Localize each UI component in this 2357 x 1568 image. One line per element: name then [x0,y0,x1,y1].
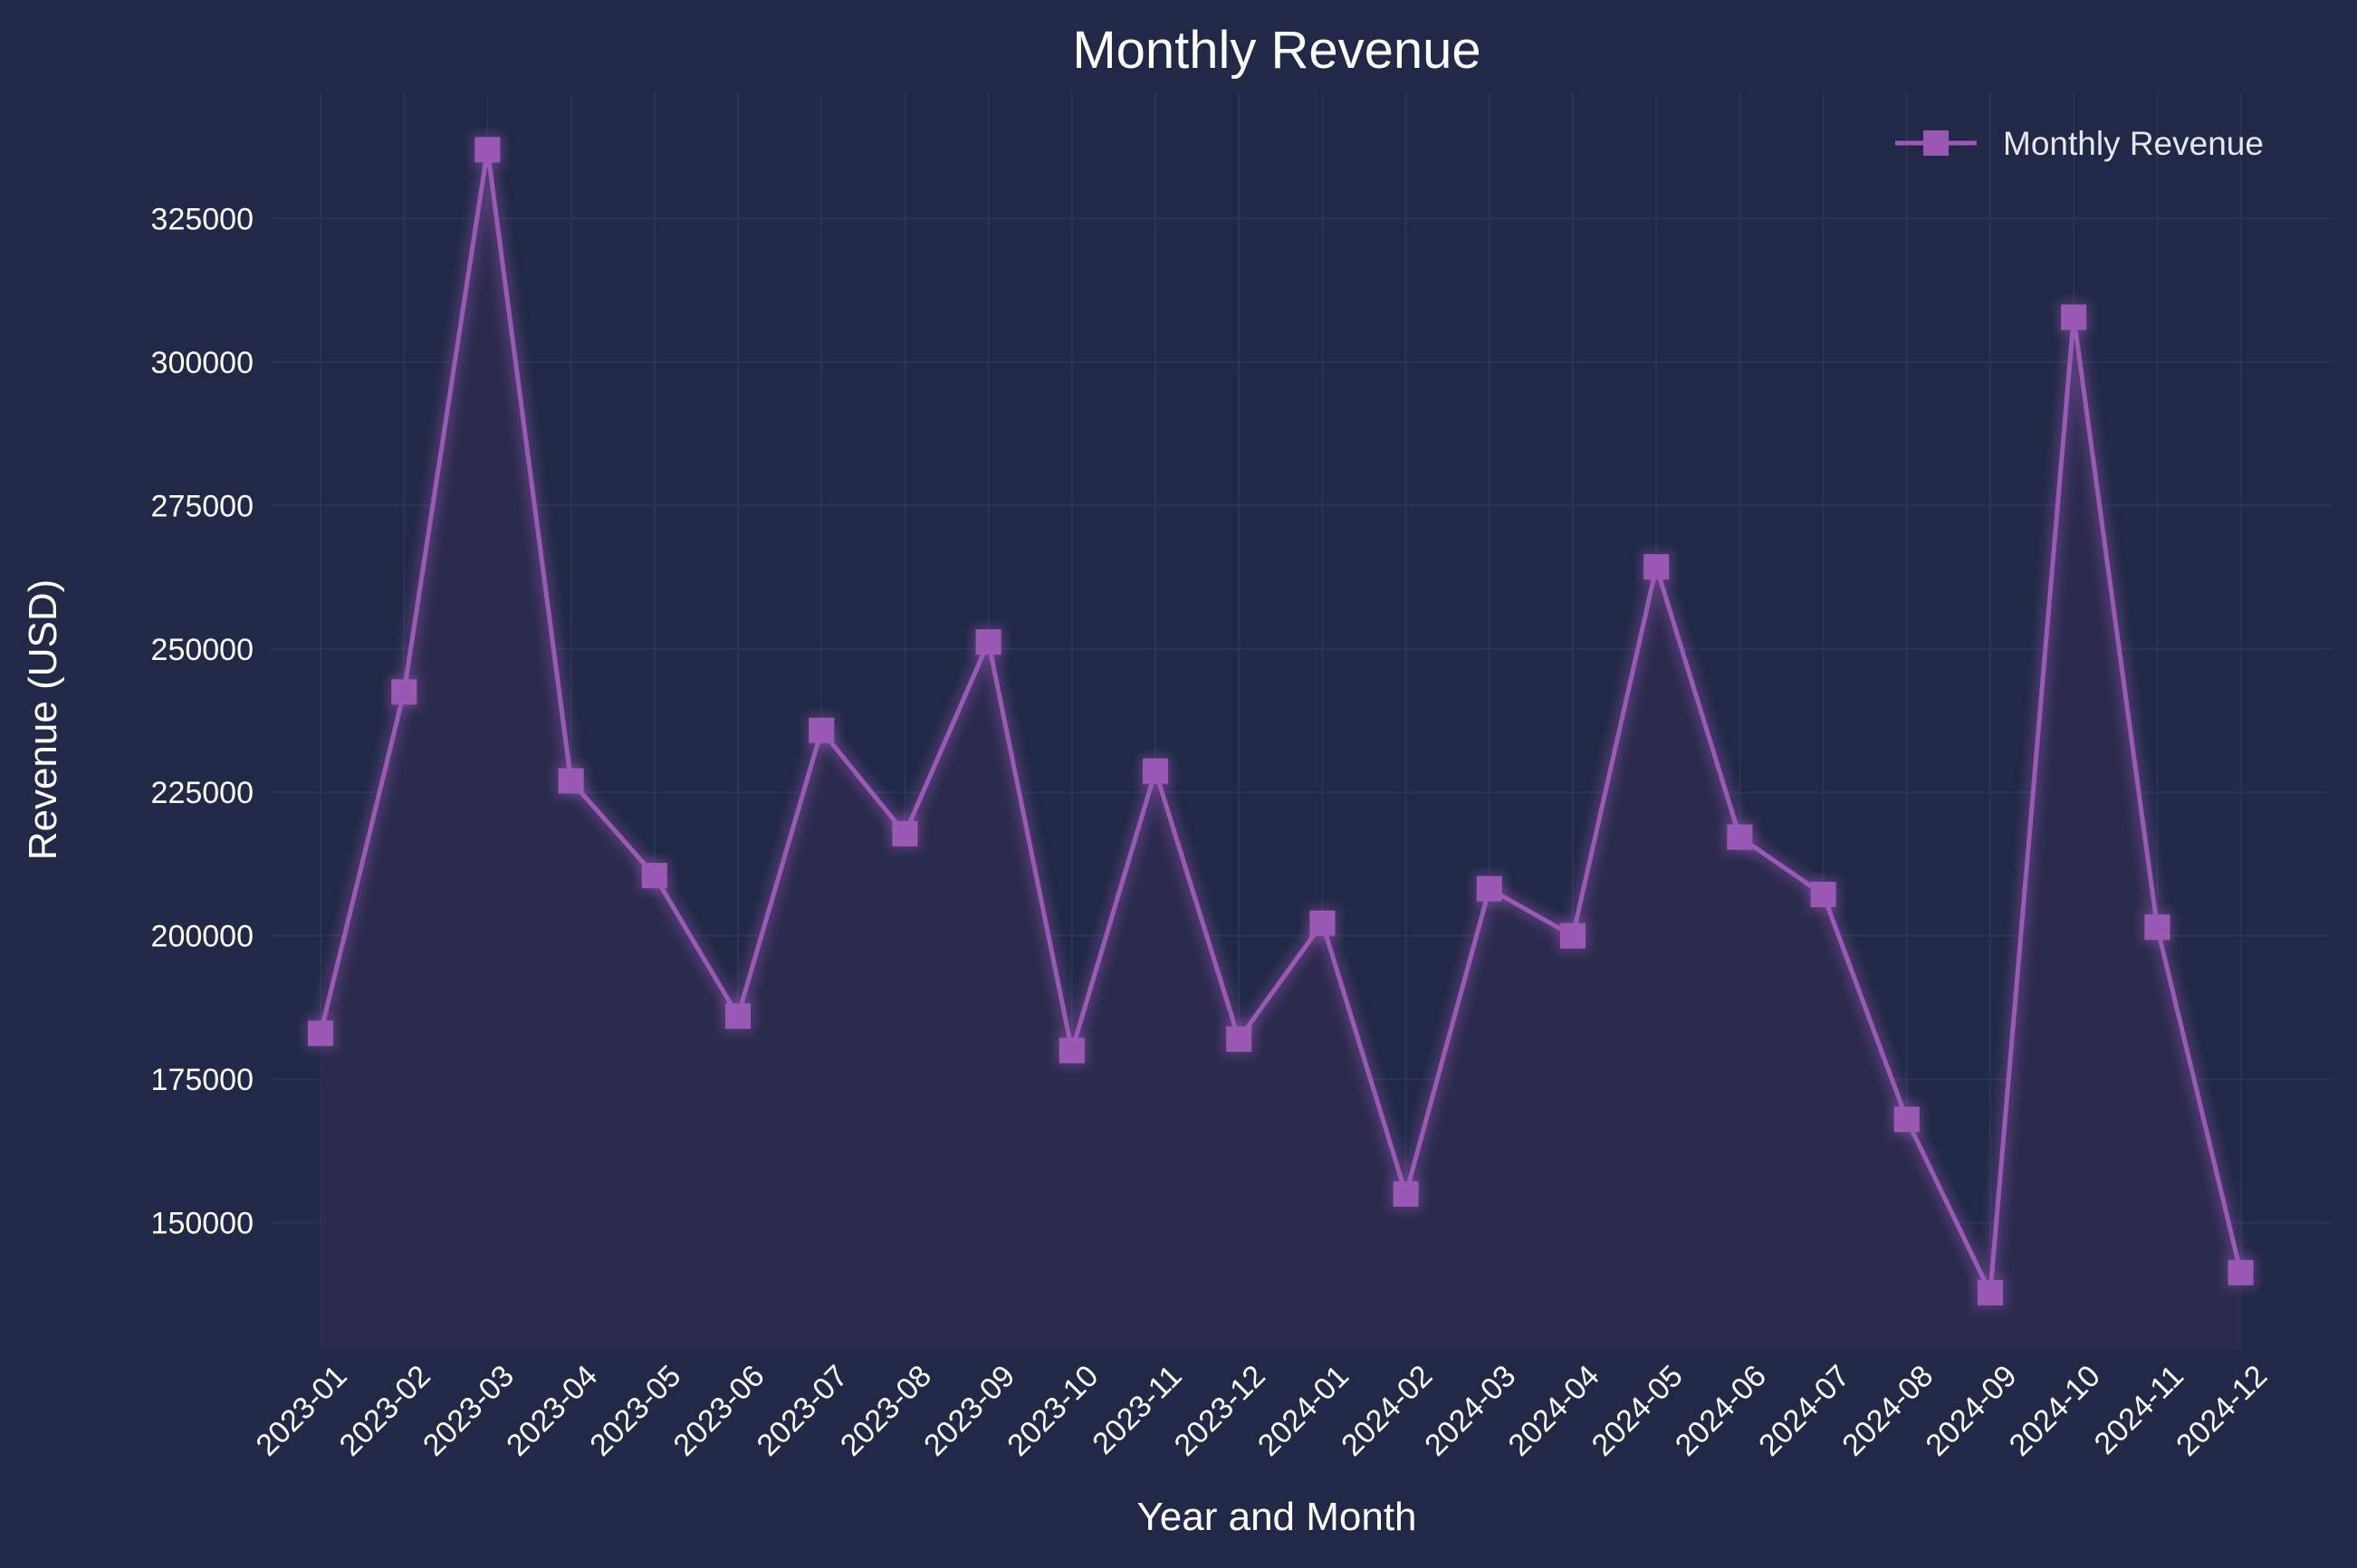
legend-label: Monthly Revenue [2003,125,2264,162]
y-tick-label: 175000 [151,1063,254,1097]
x-tick-label: 2023-05 [583,1359,687,1463]
x-tick-label: 2023-07 [751,1359,855,1463]
data-point [1059,1037,1085,1064]
x-tick-label: 2023-06 [667,1359,771,1463]
x-tick-label: 2024-03 [1418,1359,1522,1463]
data-point [725,1003,751,1029]
y-tick-label: 250000 [151,633,254,667]
data-point [1226,1026,1252,1052]
x-tick-label: 2024-09 [1920,1359,2024,1463]
x-tick-label: 2024-12 [2170,1359,2274,1463]
x-tick-label: 2024-08 [1835,1359,1940,1463]
x-tick-label: 2023-04 [500,1359,604,1463]
x-axis-ticks: 2023-012023-022023-032023-042023-052023-… [250,1359,2275,1463]
legend-marker-swatch [1923,130,1949,156]
data-point [1727,824,1753,850]
x-tick-label: 2023-03 [417,1359,521,1463]
data-point [1143,758,1168,784]
data-point [641,863,667,889]
data-markers [304,133,2257,1309]
y-tick-label: 200000 [151,920,254,954]
x-tick-label: 2023-02 [333,1359,437,1463]
x-tick-label: 2024-07 [1752,1359,1856,1463]
data-point [1560,923,1586,949]
x-tick-label: 2023-01 [250,1359,354,1463]
data-point [2228,1259,2254,1286]
data-point [308,1020,333,1047]
y-axis-ticks: 150000 175000 200000 225000 250000 275000 3000… [151,202,254,1240]
x-tick-label: 2024-06 [1669,1359,1773,1463]
x-tick-label: 2023-11 [1086,1359,1188,1461]
data-point [1893,1106,1920,1133]
y-tick-label: 325000 [151,202,254,236]
x-tick-label: 2023-09 [917,1359,1021,1463]
y-tick-label: 300000 [151,346,254,380]
data-point [1643,554,1670,580]
data-point [1476,875,1502,902]
x-tick-label: 2024-11 [2088,1359,2190,1461]
data-point [474,137,501,163]
y-axis-label: Revenue (USD) [21,579,65,861]
data-point [2144,914,2170,941]
data-point [1309,910,1336,936]
legend: Monthly Revenue [1895,125,2264,162]
chart-title: Monthly Revenue [1072,21,1480,80]
data-point [975,629,1001,655]
x-tick-label: 2024-10 [2003,1359,2107,1463]
data-point [1978,1279,2003,1305]
data-point [1393,1181,1419,1207]
data-point [2061,304,2087,330]
x-tick-label: 2024-05 [1586,1359,1690,1463]
y-tick-label: 275000 [151,489,254,523]
x-tick-label: 2023-12 [1168,1359,1272,1463]
area-fill [321,149,2241,1349]
x-tick-label: 2024-04 [1502,1359,1606,1463]
x-axis-label: Year and Month [1136,1495,1416,1539]
data-point [1810,882,1836,908]
x-tick-label: 2024-02 [1335,1359,1439,1463]
x-tick-label: 2023-10 [1001,1359,1105,1463]
data-point [892,820,918,846]
data-point [391,679,417,705]
data-point [558,768,584,794]
y-tick-label: 225000 [151,776,254,810]
y-tick-label: 150000 [151,1207,254,1241]
x-tick-label: 2023-08 [834,1359,938,1463]
data-point [809,717,835,743]
area-under-curve [321,149,2241,1349]
x-tick-label: 2024-01 [1251,1359,1356,1463]
